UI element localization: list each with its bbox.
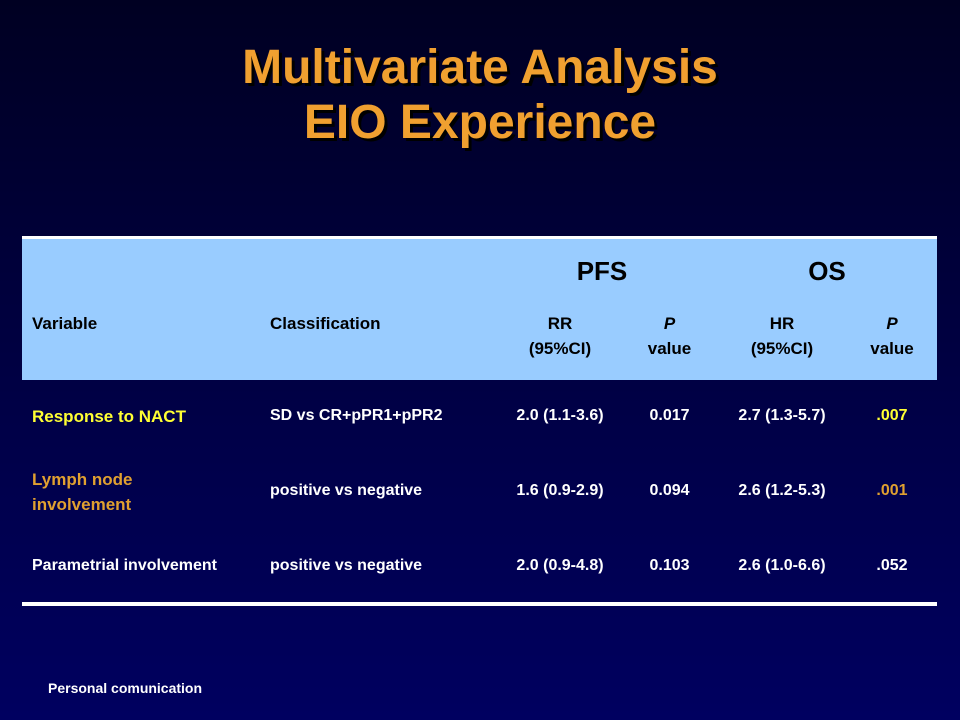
results-table: PFS OS Variable Classification RR (95%CI… xyxy=(22,236,937,606)
title-line-2: EIO Experience xyxy=(303,96,657,149)
row2-p-os: .001 xyxy=(876,482,908,499)
row1-hr: 2.7 (1.3-5.7) xyxy=(738,407,826,424)
row1-rr: 2.0 (1.1-3.6) xyxy=(516,407,604,424)
table-top-rule xyxy=(22,236,937,239)
group-header-pfs: PFS xyxy=(576,256,628,286)
row3-p-pfs: 0.103 xyxy=(649,557,690,574)
row3-rr: 2.0 (0.9-4.8) xyxy=(516,557,604,574)
col-header-classification: Classification xyxy=(270,314,381,333)
row1-p-pfs: 0.017 xyxy=(649,407,690,424)
row2-classification: positive vs negative xyxy=(270,482,423,499)
footnote: Personal comunication xyxy=(48,680,203,696)
row2-variable-line1: Lymph node xyxy=(32,470,133,489)
col-header-variable: Variable xyxy=(32,314,98,333)
col-header-hr-line2: (95%CI) xyxy=(750,339,814,358)
table-header xyxy=(22,239,937,380)
col-header-rr-line2: (95%CI) xyxy=(528,339,592,358)
row3-classification: positive vs negative xyxy=(270,557,423,574)
col-header-rr-line1: RR xyxy=(547,314,573,333)
row1-variable: Response to NACT xyxy=(32,407,186,426)
row2-variable-line2: involvement xyxy=(32,495,132,514)
row2-hr: 2.6 (1.2-5.3) xyxy=(738,482,826,499)
slide-title: Multivariate Analysis EIO Experience xyxy=(0,40,960,150)
group-header-os: OS xyxy=(808,256,846,286)
col-header-p-os-line1: P xyxy=(886,314,898,333)
row1-p-os: .007 xyxy=(876,407,908,424)
col-header-rr: RR (95%CI) xyxy=(500,311,620,361)
col-header-p-os: P value xyxy=(847,311,937,361)
col-header-hr: HR (95%CI) xyxy=(722,311,842,361)
row3-hr: 2.6 (1.0-6.6) xyxy=(738,557,826,574)
row3-variable: Parametrial involvement xyxy=(32,557,217,574)
row1-classification: SD vs CR+pPR1+pPR2 xyxy=(270,407,443,424)
col-header-p-pfs-line2: value xyxy=(647,339,692,358)
col-header-p-os-line2: value xyxy=(870,339,914,358)
col-header-hr-line1: HR xyxy=(769,314,795,333)
row3-p-os: .052 xyxy=(876,557,908,574)
table-bottom-rule xyxy=(22,602,937,606)
row2-variable: Lymph node involvement xyxy=(32,467,132,517)
col-header-p-pfs-line1: P xyxy=(663,314,676,333)
row2-p-pfs: 0.094 xyxy=(649,482,690,499)
col-header-p-pfs: P value xyxy=(622,311,717,361)
row2-rr: 1.6 (0.9-2.9) xyxy=(516,482,604,499)
title-line-1: Multivariate Analysis xyxy=(242,41,718,94)
